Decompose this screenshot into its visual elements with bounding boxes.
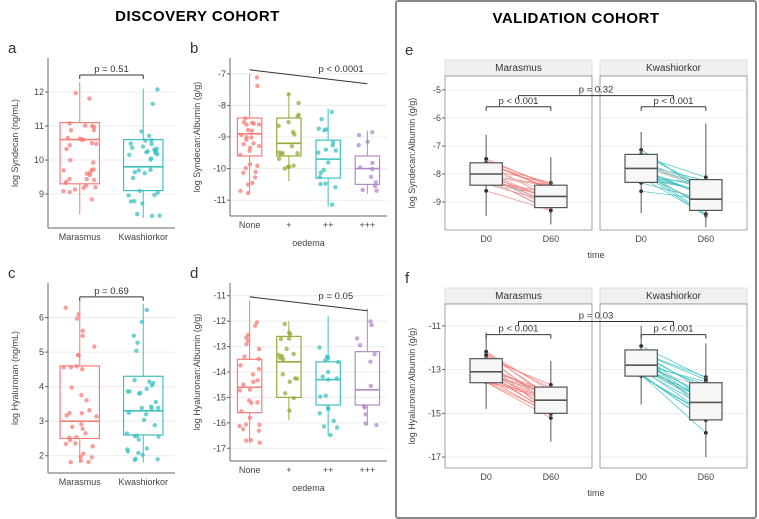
svg-text:10: 10: [34, 155, 44, 165]
svg-text:-9: -9: [433, 197, 441, 207]
panel-label-c: c: [8, 265, 16, 282]
svg-text:-10: -10: [213, 164, 226, 174]
svg-text:Kwashiorkor: Kwashiorkor: [118, 232, 168, 242]
svg-text:-8: -8: [218, 100, 226, 110]
svg-text:+++: +++: [359, 220, 375, 230]
svg-text:log Hyaluronan:Albumin (g/g): log Hyaluronan:Albumin (g/g): [192, 314, 202, 431]
svg-text:-16: -16: [213, 418, 226, 428]
svg-text:p = 0.03: p = 0.03: [579, 310, 614, 321]
svg-text:-5: -5: [433, 85, 441, 95]
validation-title: VALIDATION COHORT: [397, 10, 755, 27]
panel-a: a 9 10 11 12 Marasmus Kwashiorkor log Syndecan…: [6, 40, 181, 250]
chart-f: log Hyaluronan:Albumin (g/g) -17 -15 -13 -11…: [403, 270, 753, 500]
panel-label-d: d: [190, 265, 198, 282]
panel-f: f log Hyaluronan:Albumin (g/g) -17 -15 -13 -…: [403, 270, 753, 500]
svg-text:time: time: [587, 250, 604, 260]
svg-text:-14: -14: [213, 367, 226, 377]
svg-text:+: +: [286, 465, 291, 475]
discovery-cohort-column: DISCOVERY COHORT a 9 10 11 12 Marasmus Kwashi…: [0, 0, 395, 519]
svg-text:log Syndecan:Albumin (g/g): log Syndecan:Albumin (g/g): [192, 82, 202, 193]
panel-b: b -11-10-9-8-7None++++++oedemalog Syndec…: [188, 40, 393, 250]
svg-text:-13: -13: [428, 365, 441, 375]
svg-text:log Hyaluronan:Albumin (g/g): log Hyaluronan:Albumin (g/g): [407, 328, 417, 445]
svg-text:-11: -11: [429, 321, 441, 331]
svg-text:D0: D0: [480, 472, 492, 482]
svg-text:Marasmus: Marasmus: [495, 291, 542, 302]
panel-label-a: a: [8, 40, 16, 57]
svg-text:-11: -11: [214, 195, 226, 205]
svg-text:D60: D60: [698, 472, 715, 482]
svg-text:Marasmus: Marasmus: [59, 477, 102, 487]
svg-text:2: 2: [39, 451, 44, 461]
svg-text:11: 11: [35, 121, 44, 131]
svg-text:5: 5: [39, 347, 44, 357]
svg-text:-6: -6: [433, 113, 441, 123]
svg-text:-11: -11: [214, 291, 226, 301]
svg-text:oedema: oedema: [292, 483, 325, 493]
svg-text:Kwashiorkor: Kwashiorkor: [118, 477, 168, 487]
svg-text:-7: -7: [218, 69, 226, 79]
svg-text:D0: D0: [635, 234, 647, 244]
svg-text:p = 0.51: p = 0.51: [94, 64, 129, 75]
svg-text:-13: -13: [213, 342, 226, 352]
chart-a: 9 10 11 12 Marasmus Kwashiorkor log Syndecan (…: [6, 40, 181, 250]
svg-text:+: +: [286, 220, 291, 230]
svg-text:-8: -8: [433, 169, 441, 179]
svg-text:3: 3: [39, 416, 44, 426]
panel-d: d -17-16-15-14-13-12-11None++++++oedemal…: [188, 265, 393, 495]
svg-text:p = 0.05: p = 0.05: [319, 291, 354, 302]
panel-label-f: f: [405, 270, 409, 287]
svg-text:-17: -17: [428, 452, 441, 462]
svg-text:p = 0.69: p = 0.69: [94, 286, 129, 297]
figure-root: DISCOVERY COHORT a 9 10 11 12 Marasmus Kwashi…: [0, 0, 759, 519]
svg-text:D0: D0: [480, 234, 492, 244]
svg-text:p < 0.0001: p < 0.0001: [319, 64, 364, 75]
panel-label-e: e: [405, 42, 413, 59]
panel-label-b: b: [190, 40, 198, 57]
svg-text:++: ++: [323, 465, 334, 475]
svg-text:None: None: [239, 465, 261, 475]
svg-text:-15: -15: [213, 392, 226, 402]
svg-text:+++: +++: [359, 465, 375, 475]
svg-text:None: None: [239, 220, 261, 230]
svg-text:D60: D60: [698, 234, 715, 244]
svg-text:log Hyaluronan (ng/mL): log Hyaluronan (ng/mL): [10, 331, 20, 425]
validation-cohort-column: VALIDATION COHORT e log Syndecan:Albumin…: [395, 0, 757, 519]
svg-text:Kwashiorkor: Kwashiorkor: [646, 63, 702, 74]
svg-text:oedema: oedema: [292, 238, 325, 248]
chart-d: -17-16-15-14-13-12-11None++++++oedemalog…: [188, 265, 393, 495]
svg-text:log Syndecan (ng/mL): log Syndecan (ng/mL): [10, 99, 20, 187]
svg-text:++: ++: [323, 220, 334, 230]
svg-text:log Syndecan:Albumin (g/g): log Syndecan:Albumin (g/g): [407, 98, 417, 209]
svg-text:-9: -9: [218, 132, 226, 142]
svg-text:Marasmus: Marasmus: [59, 232, 102, 242]
svg-text:9: 9: [39, 189, 44, 199]
svg-text:-17: -17: [213, 443, 226, 453]
chart-e: log Syndecan:Albumin (g/g) -9 -8 -7 -6 -5 time…: [403, 42, 753, 262]
svg-text:time: time: [587, 488, 604, 498]
svg-text:D60: D60: [543, 472, 560, 482]
panel-e: e log Syndecan:Albumin (g/g) -9 -8 -7 -6 -5 ti…: [403, 42, 753, 262]
svg-text:4: 4: [39, 382, 44, 392]
svg-text:p = 0.32: p = 0.32: [579, 85, 614, 96]
panel-c: c 2 3 4 5 6 Marasmus Kwashiorkor log Hyaluronan…: [6, 265, 181, 495]
chart-b: -11-10-9-8-7None++++++oedemalog Syndecan…: [188, 40, 393, 250]
svg-text:-12: -12: [213, 316, 226, 326]
discovery-title: DISCOVERY COHORT: [0, 8, 395, 25]
svg-text:Kwashiorkor: Kwashiorkor: [646, 291, 702, 302]
chart-c: 2 3 4 5 6 Marasmus Kwashiorkor log Hyaluronan (…: [6, 265, 181, 495]
svg-text:D60: D60: [543, 234, 560, 244]
svg-text:6: 6: [39, 313, 44, 323]
svg-text:D0: D0: [635, 472, 647, 482]
svg-text:-7: -7: [433, 141, 441, 151]
svg-text:-15: -15: [428, 408, 441, 418]
svg-text:Marasmus: Marasmus: [495, 63, 542, 74]
svg-text:12: 12: [34, 87, 44, 97]
